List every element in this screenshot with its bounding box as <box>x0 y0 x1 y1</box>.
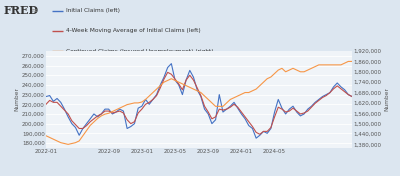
Text: Continued Claims (Insured Unemployment) (right): Continued Claims (Insured Unemployment) … <box>66 49 214 54</box>
Y-axis label: Number: Number <box>384 87 389 111</box>
Y-axis label: Number: Number <box>14 87 19 111</box>
Text: ≈: ≈ <box>30 5 37 14</box>
Text: FRED: FRED <box>4 5 39 16</box>
Text: Initial Claims (left): Initial Claims (left) <box>66 8 120 13</box>
Text: 4-Week Moving Average of Initial Claims (left): 4-Week Moving Average of Initial Claims … <box>66 28 201 33</box>
